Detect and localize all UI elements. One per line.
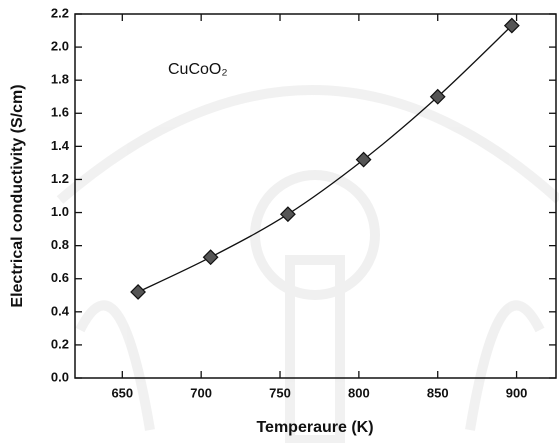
data-point bbox=[204, 250, 218, 264]
y-tick-label: 1.8 bbox=[51, 72, 69, 87]
x-axis-label: Temperaure (K) bbox=[256, 419, 373, 436]
data-point bbox=[131, 285, 145, 299]
y-tick-label: 0.4 bbox=[51, 303, 70, 318]
y-tick-label: 1.0 bbox=[51, 204, 69, 219]
data-point bbox=[357, 153, 371, 167]
x-tick-label: 800 bbox=[348, 385, 370, 400]
data-point bbox=[281, 207, 295, 221]
y-tick-label: 2.2 bbox=[51, 5, 69, 20]
y-tick-label: 0.2 bbox=[51, 336, 69, 351]
x-tick-label: 750 bbox=[269, 385, 291, 400]
x-tick-label: 900 bbox=[506, 385, 528, 400]
x-tick-label: 700 bbox=[190, 385, 212, 400]
y-axis-label: Electrical conductivity (S/cm) bbox=[9, 84, 26, 307]
annotation: CuCoO₂ bbox=[168, 61, 228, 78]
y-tick-label: 1.4 bbox=[51, 138, 70, 153]
chart: CuCoO₂ Temperaure (K) Electrical conduct… bbox=[0, 0, 559, 443]
watermark bbox=[60, 90, 559, 440]
x-tick-label: 650 bbox=[111, 385, 133, 400]
y-tick-label: 1.6 bbox=[51, 105, 69, 120]
y-tick-label: 1.2 bbox=[51, 171, 69, 186]
y-tick-label: 0.0 bbox=[51, 369, 69, 384]
y-tick-label: 2.0 bbox=[51, 39, 69, 54]
y-tick-label: 0.8 bbox=[51, 237, 69, 252]
x-tick-label: 850 bbox=[427, 385, 449, 400]
y-tick-label: 0.6 bbox=[51, 270, 69, 285]
